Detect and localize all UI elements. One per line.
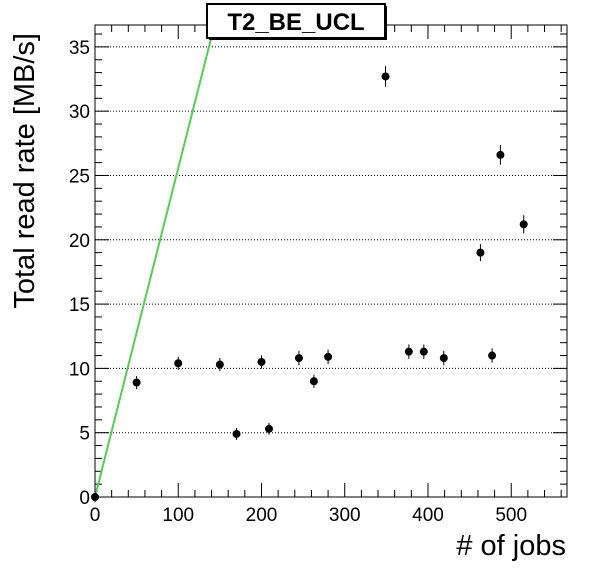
axes: 0 5 10 15 20 25 30 35 0 100 200 300 400 500 bbox=[69, 25, 567, 526]
data-point bbox=[215, 360, 224, 369]
data-point bbox=[439, 354, 448, 363]
data-point bbox=[476, 248, 485, 257]
data-point bbox=[404, 347, 413, 356]
data-point bbox=[324, 352, 333, 361]
data-point bbox=[174, 359, 183, 368]
data-point bbox=[294, 354, 303, 363]
chart-title-box: T2_BE_UCL bbox=[206, 3, 387, 40]
data-point bbox=[309, 377, 318, 386]
data-point bbox=[488, 351, 497, 360]
x-axis-title: # of jobs bbox=[456, 530, 566, 562]
y-tick-label: 5 bbox=[79, 424, 90, 445]
data-point bbox=[264, 424, 273, 433]
y-axis-title: Total read rate [MB/s] bbox=[9, 33, 41, 309]
data-point bbox=[496, 150, 505, 159]
x-tick-label: 300 bbox=[329, 505, 361, 526]
data-point bbox=[132, 378, 141, 387]
y-tick-label: 20 bbox=[69, 231, 90, 252]
y-tick-label: 30 bbox=[69, 102, 90, 123]
y-tick-label: 10 bbox=[69, 359, 90, 380]
fit-line bbox=[94, 24, 216, 498]
grid-lines bbox=[95, 46, 567, 434]
x-tick-label: 500 bbox=[495, 505, 527, 526]
x-tick-label: 0 bbox=[90, 505, 101, 526]
data-point bbox=[257, 357, 266, 366]
y-tick-label: 25 bbox=[69, 166, 90, 187]
data-point bbox=[519, 220, 528, 229]
data-point bbox=[419, 347, 428, 356]
x-tick-label: 400 bbox=[412, 505, 444, 526]
y-tick-label: 0 bbox=[79, 488, 90, 509]
data-point bbox=[232, 429, 241, 438]
data-points bbox=[91, 66, 528, 503]
y-tick-label: 35 bbox=[69, 38, 90, 59]
fit-line-layer bbox=[94, 24, 216, 498]
data-point bbox=[381, 72, 390, 81]
x-tick-label: 100 bbox=[162, 505, 194, 526]
chart-title: T2_BE_UCL bbox=[227, 9, 364, 36]
y-tick-label: 15 bbox=[69, 295, 90, 316]
x-tick-label: 200 bbox=[246, 505, 278, 526]
